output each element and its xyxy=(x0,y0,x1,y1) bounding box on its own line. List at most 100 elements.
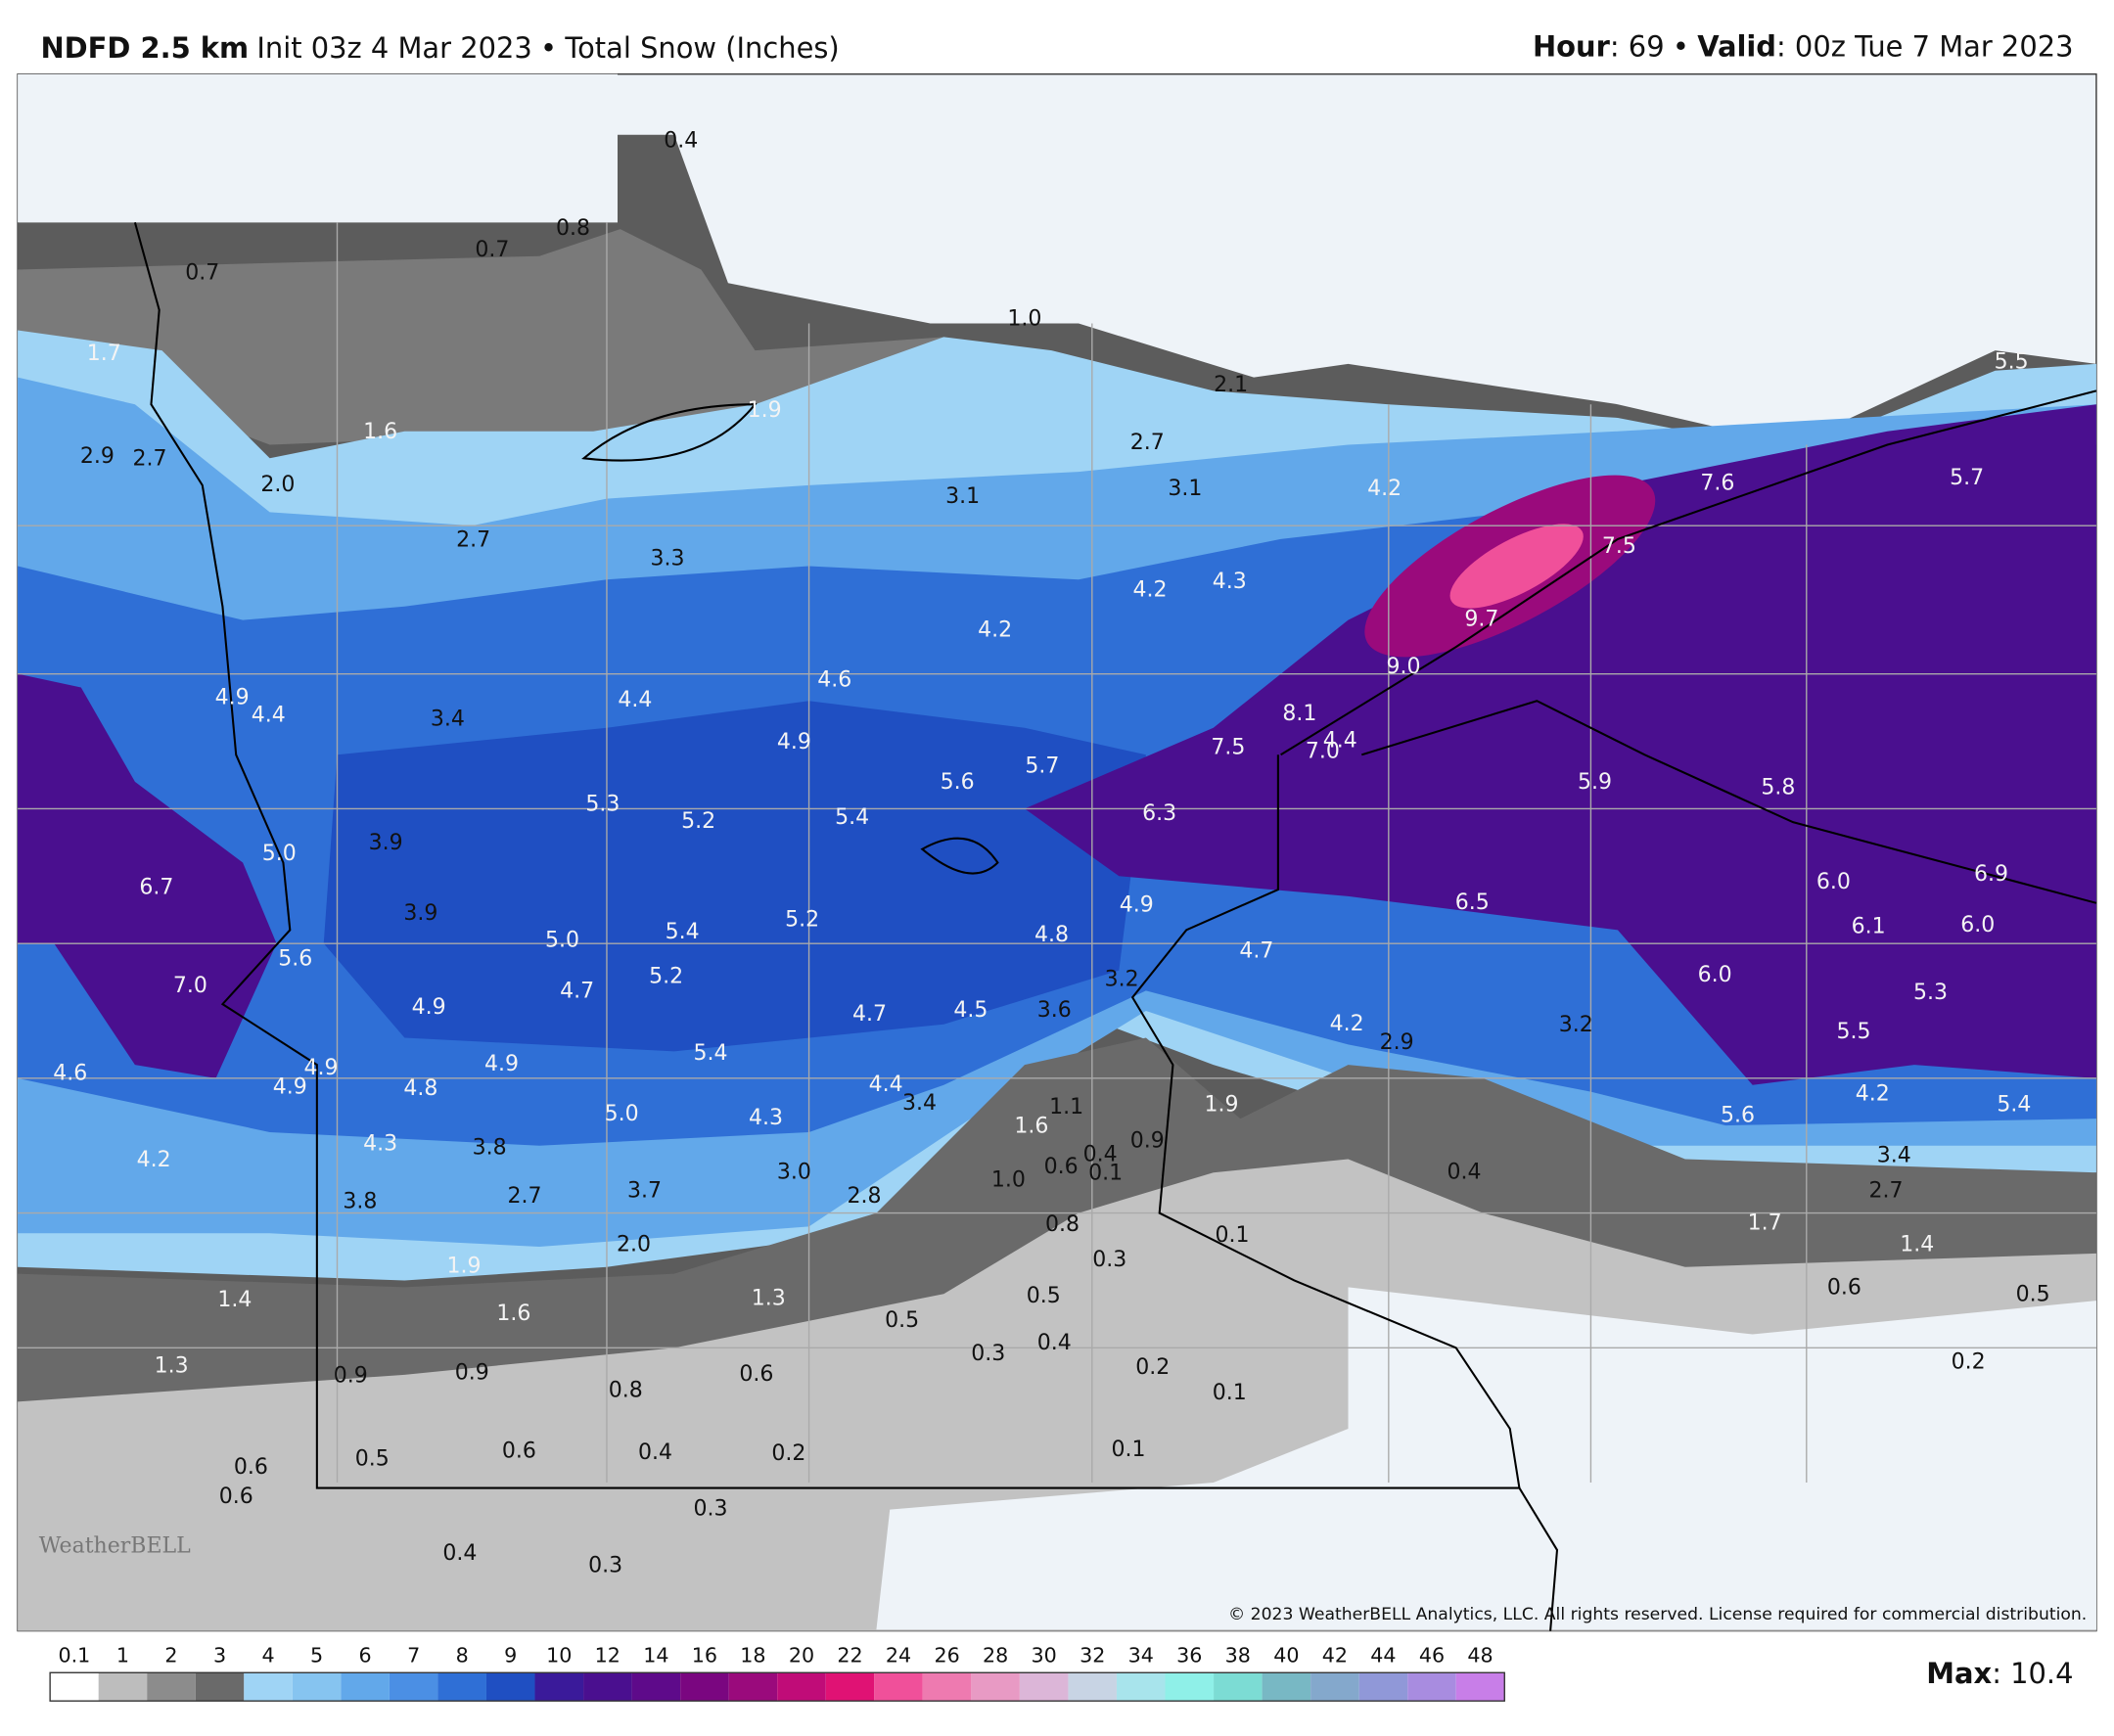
snow-value: 4.9 xyxy=(1120,893,1154,918)
snow-value: 0.6 xyxy=(1044,1155,1079,1179)
snow-value: 3.9 xyxy=(369,831,403,855)
colorbar-tick-label: 44 xyxy=(1370,1644,1396,1667)
snow-value: 5.5 xyxy=(1995,350,2029,375)
valid-value: : 00z Tue 7 Mar 2023 xyxy=(1776,30,2074,64)
color-swatch xyxy=(825,1672,875,1702)
colorbar-tick-label: 5 xyxy=(310,1644,323,1667)
snow-value: 5.4 xyxy=(666,920,700,944)
color-swatch xyxy=(971,1672,1020,1702)
model: NDFD 2.5 km xyxy=(40,31,249,65)
hour-label: Hour xyxy=(1533,30,1611,64)
color-swatch xyxy=(680,1672,729,1702)
colorbar-tick-label: 30 xyxy=(1032,1644,1057,1667)
snow-value: 5.4 xyxy=(1997,1092,2031,1117)
snow-value: 4.4 xyxy=(618,688,652,712)
snow-value: 0.9 xyxy=(1130,1129,1165,1154)
shade-gray xyxy=(18,229,944,445)
snow-value: 5.0 xyxy=(605,1102,639,1126)
snow-value: 2.0 xyxy=(260,473,295,497)
color-swatch xyxy=(1310,1672,1359,1702)
borders xyxy=(133,221,2097,1631)
color-swatch xyxy=(292,1672,342,1702)
snow-value: 1.9 xyxy=(1205,1092,1239,1117)
snow-value: 0.2 xyxy=(1952,1349,1986,1374)
color-swatch xyxy=(244,1672,293,1702)
snow-value: 0.3 xyxy=(694,1497,728,1522)
colorbar-tick-label: 3 xyxy=(213,1644,226,1667)
snow-value: 4.7 xyxy=(560,980,594,1004)
snow-value: 1.4 xyxy=(217,1288,252,1312)
snow-value: 7.0 xyxy=(173,974,207,998)
colorbar-tick-label: 12 xyxy=(595,1644,620,1667)
snow-value: 0.4 xyxy=(638,1440,672,1465)
snow-value: 1.3 xyxy=(155,1354,189,1379)
snow-value: 5.5 xyxy=(1836,1020,1870,1044)
shade-dark-blue xyxy=(323,701,1146,1052)
colorbar-tick-label: 40 xyxy=(1273,1644,1299,1667)
snow-value: 6.3 xyxy=(1142,801,1176,826)
colorbar-tick-label: 20 xyxy=(789,1644,814,1667)
snow-value: 1.1 xyxy=(1049,1095,1083,1119)
snow-value: 1.0 xyxy=(991,1168,1026,1193)
colorbar-tick-label: 7 xyxy=(407,1644,420,1667)
color-swatch xyxy=(195,1672,245,1702)
color-swatch xyxy=(341,1672,390,1702)
snow-value: 3.6 xyxy=(1037,998,1072,1023)
snow-value: 5.4 xyxy=(694,1041,728,1066)
snow-value: 2.0 xyxy=(617,1233,651,1257)
snow-value: 3.4 xyxy=(431,707,465,731)
color-swatch xyxy=(922,1672,972,1702)
snow-value: 4.3 xyxy=(363,1131,397,1156)
snow-value: 0.4 xyxy=(1083,1142,1118,1166)
snow-value: 5.3 xyxy=(1913,981,1948,1005)
snow-value: 4.9 xyxy=(484,1052,519,1076)
snow-value: 0.7 xyxy=(475,238,509,262)
snow-value: 8.1 xyxy=(1282,702,1316,726)
colorbar-tick-label: 26 xyxy=(934,1644,959,1667)
snow-value: 2.7 xyxy=(1130,431,1165,455)
snow-value: 5.0 xyxy=(262,842,297,866)
snow-value: 0.1 xyxy=(1213,1381,1247,1405)
snow-value: 7.5 xyxy=(1602,534,1636,559)
snow-value: 4.3 xyxy=(1213,570,1247,594)
snow-value: 0.1 xyxy=(1216,1223,1250,1248)
color-swatch xyxy=(389,1672,438,1702)
snow-value: 0.4 xyxy=(1447,1160,1481,1184)
snow-value: 3.1 xyxy=(945,484,980,509)
snow-value: 6.0 xyxy=(1816,870,1851,894)
snow-value: 6.9 xyxy=(1974,862,2008,887)
snow-value: 7.0 xyxy=(1306,740,1340,764)
shade-pink xyxy=(1449,524,1584,609)
snow-value: 0.5 xyxy=(885,1308,919,1333)
shade-gray-band xyxy=(18,1037,2096,1409)
snow-value: 0.3 xyxy=(971,1342,1005,1366)
snow-value: 0.5 xyxy=(1027,1284,1061,1308)
snow-value: 4.2 xyxy=(1367,477,1402,501)
snow-value: 4.8 xyxy=(1034,923,1069,947)
snow-value: 4.2 xyxy=(1856,1081,1890,1106)
snow-value: 5.2 xyxy=(681,809,715,834)
snow-value: 2.8 xyxy=(848,1184,882,1209)
snow-value: 2.1 xyxy=(1214,373,1248,397)
colorbar-tick-label: 24 xyxy=(886,1644,911,1667)
colorbar-tick-label: 6 xyxy=(359,1644,372,1667)
snow-value: 1.0 xyxy=(1007,306,1041,331)
color-swatch xyxy=(1455,1672,1505,1702)
color-swatch xyxy=(534,1672,584,1702)
colorbar-tick-label: 36 xyxy=(1176,1644,1202,1667)
snow-value: 0.9 xyxy=(334,1363,368,1388)
colorbar-tick-label: 8 xyxy=(456,1644,469,1667)
snow-value: 0.3 xyxy=(1092,1248,1126,1272)
snow-value: 5.3 xyxy=(585,792,620,816)
colorbar-tick-label: 46 xyxy=(1419,1644,1445,1667)
colorbar-tick-label: 4 xyxy=(261,1644,274,1667)
snow-value: 4.4 xyxy=(869,1073,903,1097)
colorbar-tick-label: 16 xyxy=(692,1644,717,1667)
canada-area xyxy=(18,73,618,223)
snow-value: 3.3 xyxy=(650,547,684,571)
header-right: Hour: 69 • Valid: 00z Tue 7 Mar 2023 xyxy=(1533,30,2074,64)
colorbar-frame xyxy=(49,1671,1505,1702)
snow-value: 0.9 xyxy=(455,1360,489,1385)
snow-value: 0.4 xyxy=(664,129,698,154)
